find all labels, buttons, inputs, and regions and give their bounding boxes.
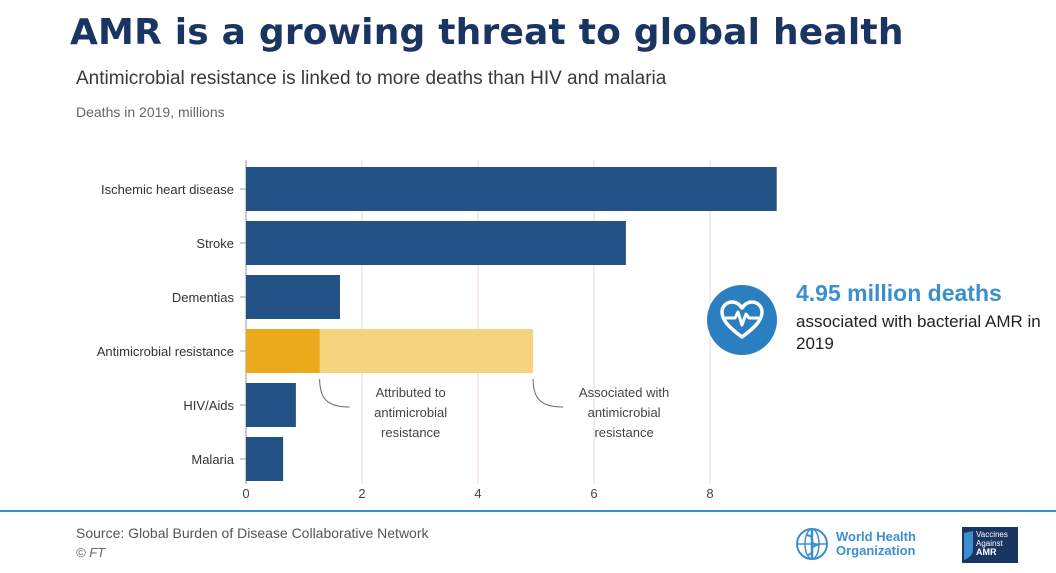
vaccines-against-amr-logo: Vaccines Against AMR — [962, 527, 1018, 563]
bar — [246, 221, 626, 265]
slide-title: AMR is a growing threat to global health — [70, 12, 904, 53]
bar — [246, 383, 296, 427]
x-tick-label: 8 — [706, 486, 713, 501]
annotation-label: Attributed to — [376, 385, 446, 400]
who-logo: World Health Organization — [792, 525, 916, 563]
annotation-label: antimicrobial — [588, 405, 661, 420]
vaa-line-2: Against — [976, 539, 1003, 548]
annotation-leader — [319, 378, 350, 408]
annotation-label: resistance — [381, 425, 440, 440]
category-label: HIV/Aids — [183, 398, 234, 413]
annotation-label: antimicrobial — [374, 405, 447, 420]
chart-title: Antimicrobial resistance is linked to mo… — [76, 68, 667, 89]
who-line-2: Organization — [836, 543, 916, 558]
bar — [246, 437, 284, 481]
x-tick-label: 0 — [242, 486, 249, 501]
callout: 4.95 million deaths associated with bact… — [796, 280, 1046, 355]
category-label: Dementias — [172, 290, 235, 305]
x-tick-label: 6 — [590, 486, 597, 501]
chart-subtitle: Deaths in 2019, millions — [76, 104, 225, 120]
heart-pulse-icon — [707, 285, 777, 355]
source-note: Source: Global Burden of Disease Collabo… — [76, 525, 429, 541]
category-label: Malaria — [191, 452, 234, 467]
vaa-line-3: AMR — [976, 547, 997, 557]
who-line-1: World Health — [836, 529, 916, 544]
category-label: Antimicrobial resistance — [97, 344, 234, 359]
vaa-line-1: Vaccines — [976, 530, 1008, 539]
callout-text: associated with bacterial AMR in 2019 — [796, 312, 1041, 353]
category-label: Ischemic heart disease — [101, 182, 234, 197]
shield-icon — [964, 531, 973, 560]
x-tick-label: 2 — [358, 486, 365, 501]
annotation-label: resistance — [594, 425, 653, 440]
bar-attributed — [246, 329, 320, 373]
callout-headline: 4.95 million deaths — [796, 280, 1002, 306]
footer-divider — [0, 510, 1056, 512]
x-tick-label: 4 — [474, 486, 481, 501]
bar-chart: 0 2 4 6 8 Ischemic heart disease Stroke Dementi… — [97, 160, 777, 501]
bar — [246, 275, 340, 319]
copyright-note: © FT — [76, 545, 106, 560]
annotation-label: Associated with — [579, 385, 669, 400]
bar — [246, 167, 777, 211]
who-emblem-icon — [796, 528, 828, 560]
category-label: Stroke — [196, 236, 234, 251]
annotation-leader — [532, 378, 564, 408]
